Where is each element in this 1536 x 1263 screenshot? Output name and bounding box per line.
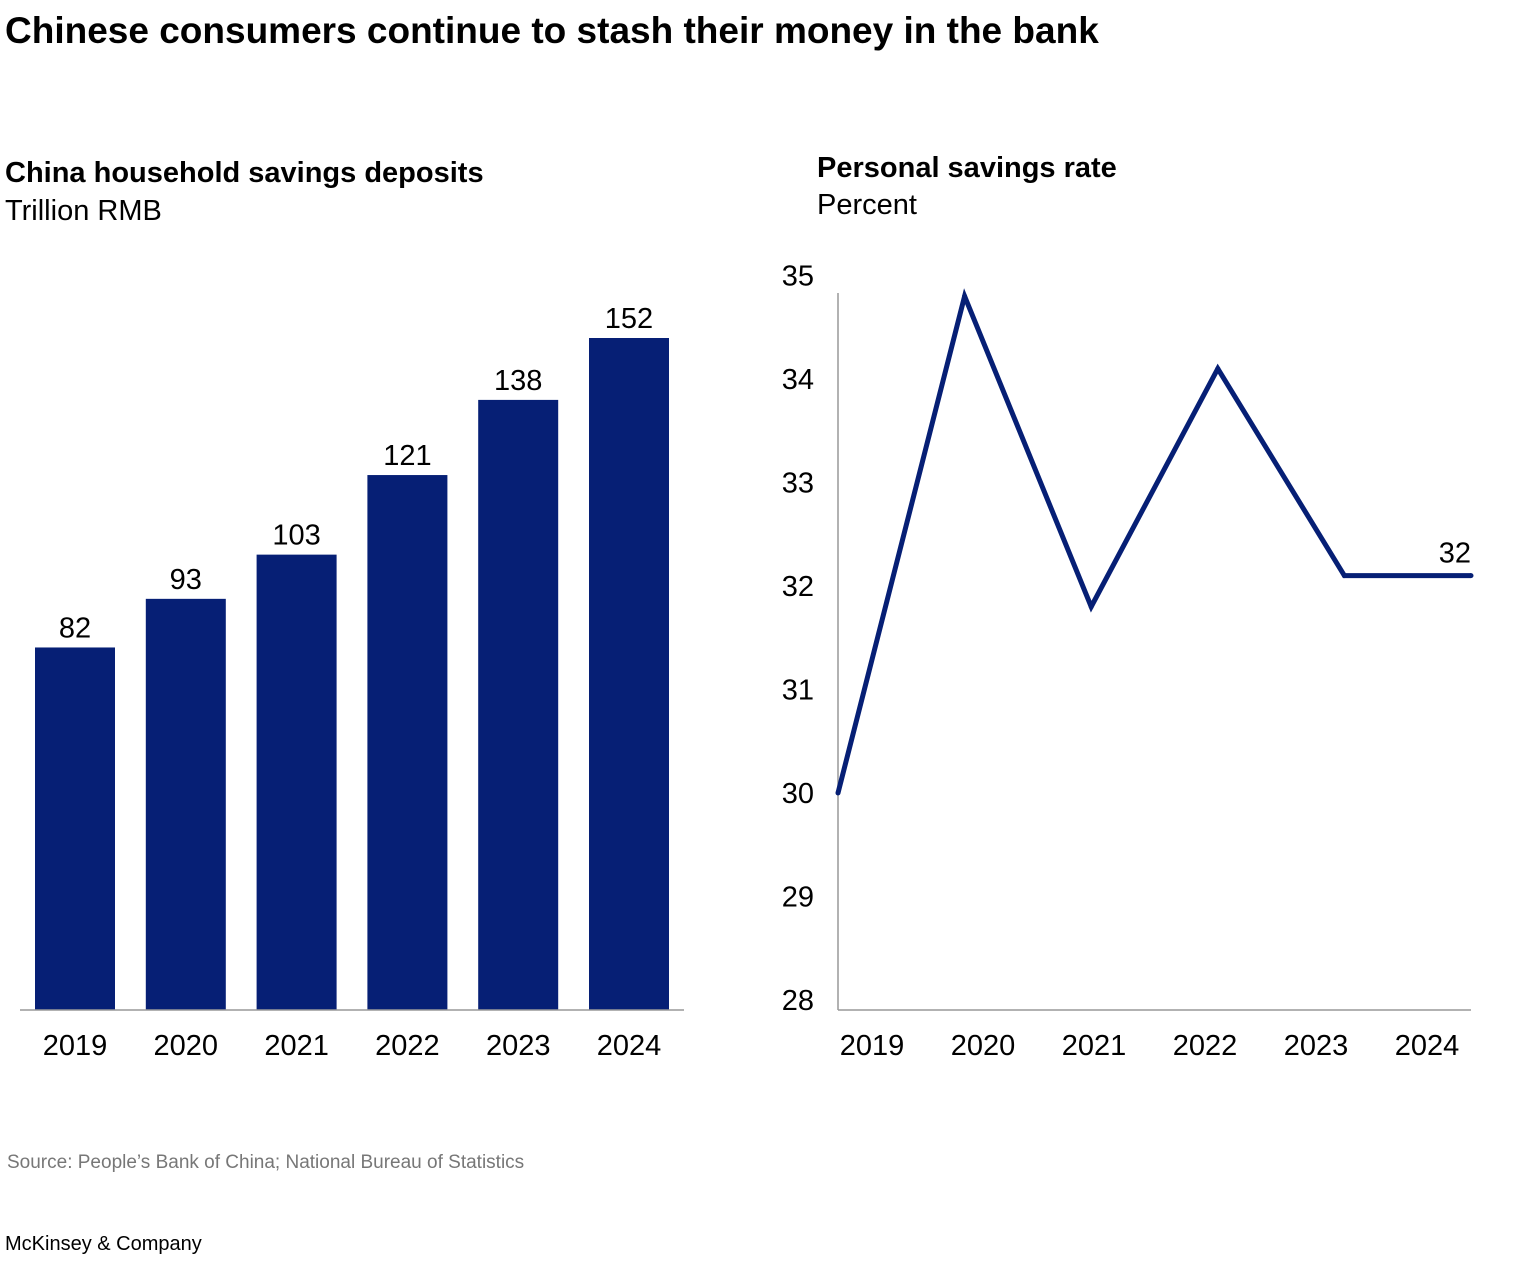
line-chart: 28 29 30 31 32 33 34 35 2019 2020 2021 2022 2023 2024…	[782, 261, 1474, 1062]
bar-data-label: 121	[383, 440, 431, 472]
bar-chart: 82 2019 93 2020 103 2021 121 2022 138 2023 152 2024	[20, 303, 684, 1062]
x-tick-label: 2019	[43, 1030, 108, 1062]
data-point-2019	[835, 790, 841, 796]
data-point-2023	[1341, 573, 1347, 579]
x-tick-label: 2021	[1062, 1030, 1127, 1062]
y-tick-label: 32	[782, 571, 814, 603]
x-tick-label: 2020	[154, 1030, 219, 1062]
y-tick-label: 31	[782, 675, 814, 707]
data-point-2021	[1088, 604, 1094, 610]
chart-title: Chinese consumers continue to stash thei…	[5, 10, 1099, 51]
y-tick-label: 30	[782, 778, 814, 810]
x-tick-label: 2021	[264, 1030, 329, 1062]
x-tick-label: 2023	[1284, 1030, 1349, 1062]
y-tick-label: 28	[782, 985, 814, 1017]
x-tick-label: 2022	[375, 1030, 440, 1062]
bar-data-label: 138	[494, 365, 542, 397]
bar-data-label: 152	[605, 303, 653, 335]
y-tick-label: 34	[782, 364, 814, 396]
x-tick-label: 2023	[486, 1030, 551, 1062]
bar-chart-unit: Trillion RMB	[5, 195, 162, 227]
y-tick-label: 35	[782, 261, 814, 293]
data-point-2020	[962, 293, 968, 299]
x-tick-label: 2024	[1395, 1030, 1460, 1062]
x-tick-label: 2022	[1173, 1030, 1238, 1062]
line-chart-title: Personal savings rate	[817, 152, 1117, 184]
x-tick-label: 2019	[840, 1030, 905, 1062]
bar-2024	[589, 338, 669, 1010]
data-point-2022	[1215, 366, 1221, 372]
bar-data-label: 82	[59, 612, 91, 644]
x-tick-label: 2024	[597, 1030, 662, 1062]
series-line	[835, 288, 1471, 794]
data-point-2024	[1468, 573, 1474, 579]
end-data-label: 32	[1439, 538, 1471, 570]
y-tick-label: 29	[782, 882, 814, 914]
bar-data-label: 103	[272, 520, 320, 552]
source-note: Source: People’s Bank of China; National…	[7, 1152, 524, 1173]
bar-2019	[35, 647, 115, 1010]
bar-2021	[256, 554, 337, 1010]
bar-2023	[478, 399, 559, 1010]
brand-logo: McKinsey & Company	[5, 1233, 202, 1255]
y-tick-label: 33	[782, 468, 814, 500]
bar-chart-title: China household savings deposits	[5, 157, 484, 189]
bar-2020	[145, 598, 226, 1010]
bar-data-label: 93	[170, 564, 202, 596]
x-tick-label: 2020	[951, 1030, 1016, 1062]
bar-2022	[367, 475, 448, 1011]
line-chart-unit: Percent	[817, 189, 917, 221]
